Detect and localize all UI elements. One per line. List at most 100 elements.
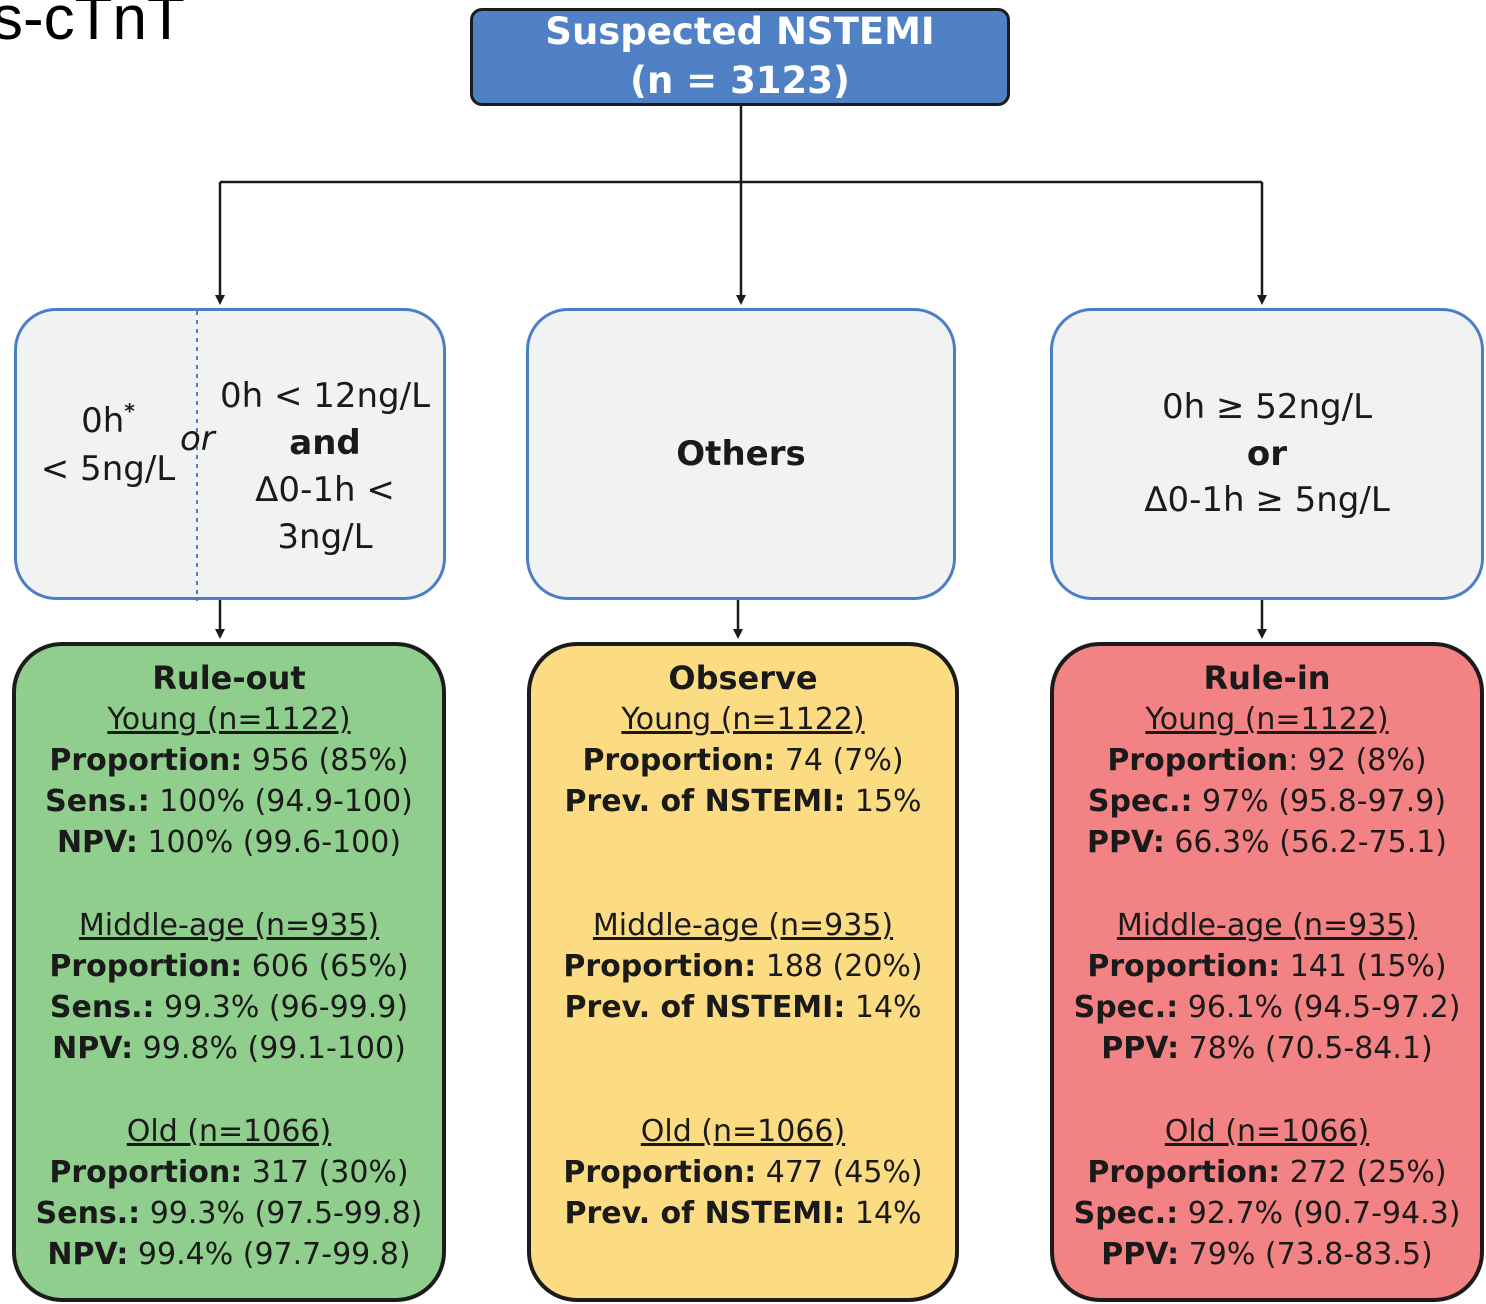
rule-in-group: Old (n=1066) Proportion: 272 (25%) Spec.: …: [1054, 1111, 1480, 1275]
metric-name: NPV:: [56, 825, 138, 860]
metric-line: Proportion: 188 (20%): [531, 946, 955, 987]
rule-in-title: Rule-in: [1203, 659, 1331, 697]
metric-name: Proportion:: [49, 1155, 243, 1190]
metric-name: Proportion:: [49, 743, 243, 778]
metric-value: 99.3% (97.5-99.8): [140, 1196, 423, 1231]
metric-value: 99.3% (96-99.9): [154, 990, 409, 1025]
others-label: Others: [676, 433, 806, 474]
metric-name: Spec.:: [1073, 1196, 1179, 1231]
metric-value: 14%: [845, 990, 922, 1025]
age-group-label: Old (n=1066): [640, 1114, 846, 1149]
metric-value: 317 (30%): [242, 1155, 409, 1190]
criterion-0h-label: 0h: [81, 401, 125, 441]
observe-group: Middle-age (n=935) Proportion: 188 (20%) P…: [531, 905, 955, 1069]
metric-line: NPV: 99.4% (97.7-99.8): [16, 1234, 442, 1275]
top-box-count: (n = 3123): [630, 59, 850, 102]
age-group-label: Old (n=1066): [1164, 1114, 1370, 1149]
metric-line: Spec.: 97% (95.8-97.9): [1054, 781, 1480, 822]
group-spacer: [1054, 1069, 1480, 1111]
metric-value: 477 (45%): [756, 1155, 923, 1190]
rule-in-group: Young (n=1122) Proportion: 92 (8%) Spec.: …: [1054, 699, 1480, 863]
criterion-0h-only: 0h* < 5ng/L: [33, 397, 183, 493]
metric-line: PPV: 78% (70.5-84.1): [1054, 1028, 1480, 1069]
metric-name: Proportion:: [563, 1155, 757, 1190]
rule-out-title: Rule-out: [152, 659, 306, 697]
criterion-combined: 0h < 12ng/L and Δ0-1h < 3ng/L: [207, 373, 443, 561]
line-spacer: [531, 1234, 955, 1275]
metric-line: PPV: 66.3% (56.2-75.1): [1054, 822, 1480, 863]
age-group-label: Young (n=1122): [107, 702, 351, 737]
criterion-combined-and: and: [289, 422, 361, 463]
metric-value: 272 (25%): [1280, 1155, 1447, 1190]
metric-line: Prev. of NSTEMI: 14%: [531, 987, 955, 1028]
rule-in-criteria-box: 0h ≥ 52ng/L or Δ0-1h ≥ 5ng/L: [1050, 308, 1484, 600]
rule-in-box: Rule-in Young (n=1122) Proportion: 92 (8%)…: [1050, 642, 1484, 1302]
metric-value: 141 (15%): [1280, 949, 1447, 984]
metric-line: Proportion: 477 (45%): [531, 1152, 955, 1193]
metric-value: 92.7% (90.7-94.3): [1178, 1196, 1461, 1231]
metric-name: Prev. of NSTEMI:: [564, 784, 846, 819]
metric-value: : 92 (8%): [1288, 743, 1427, 778]
metric-name: Proportion:: [563, 949, 757, 984]
dotted-divider: [196, 311, 198, 601]
criterion-0h-threshold: < 5ng/L: [40, 448, 176, 489]
metric-name: Sens.:: [35, 1196, 141, 1231]
age-group-label: Young (n=1122): [621, 702, 865, 737]
metric-line: NPV: 99.8% (99.1-100): [16, 1028, 442, 1069]
metric-line: Proportion: 92 (8%): [1054, 740, 1480, 781]
metric-value: 15%: [845, 784, 922, 819]
metric-line: Sens.: 99.3% (96-99.9): [16, 987, 442, 1028]
metric-line: Spec.: 92.7% (90.7-94.3): [1054, 1193, 1480, 1234]
rule-out-criteria-box: 0h* < 5ng/L or 0h < 12ng/L and Δ0-1h < 3…: [14, 308, 446, 601]
metric-name: NPV:: [52, 1031, 134, 1066]
metric-value: 79% (73.8-83.5): [1179, 1237, 1433, 1272]
criterion-combined-line1: 0h < 12ng/L: [219, 376, 431, 416]
metric-name: Proportion:: [582, 743, 776, 778]
observe-criteria-box: Others: [526, 308, 956, 600]
metric-name: NPV:: [47, 1237, 129, 1272]
observe-group: Young (n=1122) Proportion: 74 (7%) Prev. o…: [531, 699, 955, 863]
metric-line: Spec.: 96.1% (94.5-97.2): [1054, 987, 1480, 1028]
metric-value: 100% (94.9-100): [149, 784, 413, 819]
age-group-label: Young (n=1122): [1145, 702, 1389, 737]
criterion-or-text: or: [180, 419, 215, 459]
metric-name: PPV:: [1101, 1031, 1180, 1066]
asterisk-footnote-mark: *: [124, 399, 135, 423]
group-spacer: [1054, 863, 1480, 905]
metric-value: 74 (7%): [775, 743, 904, 778]
group-spacer: [531, 863, 955, 905]
metric-name: PPV:: [1101, 1237, 1180, 1272]
group-spacer: [531, 1069, 955, 1111]
suspected-nstemi-box: Suspected NSTEMI (n = 3123): [470, 8, 1010, 106]
metric-name: Proportion:: [1087, 949, 1281, 984]
line-spacer: [531, 1028, 955, 1069]
metric-value: 100% (99.6-100): [137, 825, 402, 860]
metric-name: Proportion:: [49, 949, 243, 984]
criterion-combined-line3: Δ0-1h < 3ng/L: [255, 469, 395, 557]
metric-name: Prev. of NSTEMI:: [564, 1196, 846, 1231]
line-spacer: [531, 822, 955, 863]
metric-value: 97% (95.8-97.9): [1192, 784, 1447, 819]
age-group-label: Middle-age (n=935): [78, 908, 380, 943]
metric-name: PPV:: [1086, 825, 1165, 860]
metric-line: Proportion: 141 (15%): [1054, 946, 1480, 987]
metric-line: Proportion: 272 (25%): [1054, 1152, 1480, 1193]
metric-name: Spec.:: [1087, 784, 1193, 819]
corner-label: s-cTnT: [0, 0, 185, 53]
metric-name: Sens.:: [49, 990, 155, 1025]
rule-in-criterion-line1: 0h ≥ 52ng/L: [1161, 386, 1373, 427]
metric-name: Spec.:: [1073, 990, 1179, 1025]
top-box-title: Suspected NSTEMI: [545, 10, 935, 54]
metric-line: Proportion: 317 (30%): [16, 1152, 442, 1193]
rule-in-criterion-line3: Δ0-1h ≥ 5ng/L: [1144, 480, 1390, 521]
metric-line: Sens.: 99.3% (97.5-99.8): [16, 1193, 442, 1234]
rule-out-group: Old (n=1066) Proportion: 317 (30%) Sens.: …: [16, 1111, 442, 1275]
rule-in-group: Middle-age (n=935) Proportion: 141 (15%) S…: [1054, 905, 1480, 1069]
metric-name: Sens.:: [45, 784, 150, 819]
rule-out-group: Middle-age (n=935) Proportion: 606 (65%) S…: [16, 905, 442, 1069]
age-group-label: Old (n=1066): [126, 1114, 332, 1149]
metric-line: PPV: 79% (73.8-83.5): [1054, 1234, 1480, 1275]
metric-line: NPV: 100% (99.6-100): [16, 822, 442, 863]
metric-value: 606 (65%): [242, 949, 409, 984]
